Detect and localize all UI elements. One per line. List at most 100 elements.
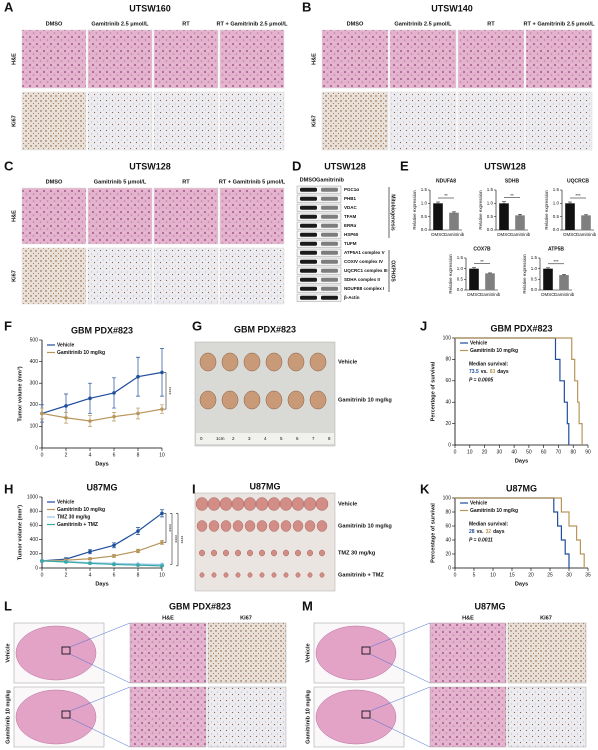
blot-band [300,286,317,291]
y-tick-label: 20 [445,551,451,557]
histology-image [87,187,153,245]
y-tick-label: 0 [35,565,38,571]
y-tick-label: 0.5 [421,214,428,219]
x-tick-label: 8 [137,452,140,458]
tumor [207,497,221,511]
histology-image [21,247,87,305]
row-label: Ki67 [11,270,17,282]
protein-label: ERRα [344,223,357,228]
column-header: DMSO [300,177,317,183]
row-label: Gamitrinib 10 mg/kg [305,690,311,744]
tumor [283,549,290,557]
histology-image [21,91,87,151]
x-tick-label: 2 [65,572,68,578]
panel-title: GBM PDX#823 [169,601,231,611]
panel-title: UTSW128 [324,161,366,171]
data-point [88,561,92,566]
data-point [64,415,68,420]
blot-band [300,268,317,273]
y-tick-label: 0.0 [553,227,560,232]
histology-image [525,91,593,151]
y-tick-label: 600 [30,523,39,529]
column-header: DMSO [347,21,364,27]
panel-title: UTSW128 [484,161,526,171]
x-tick-label: Gamitrinib [576,232,597,237]
data-point [88,549,92,554]
x-tick-label: 6 [113,452,116,458]
histology-image [507,622,587,684]
tumor [267,497,281,511]
data-point [160,564,164,568]
bar [433,203,443,230]
series-line [41,371,163,415]
tumor [243,390,261,410]
y-tick-label: 0.0 [457,287,464,292]
bar [559,275,569,290]
histology-image [153,29,219,89]
x-tick-label: 10 [490,572,496,578]
bar [485,273,495,290]
blot-band [300,214,317,219]
x-tick-label: 10 [159,572,165,578]
tumor [243,497,257,511]
tumor [256,520,268,532]
protein-label: PHB1 [344,196,357,201]
significance: **** [165,524,171,532]
x-tick-label: DMSO [431,232,445,237]
histology-image [219,247,285,305]
panel-title: UTSW140 [431,3,473,13]
error-bar [584,214,588,216]
blot-band [321,295,338,300]
brain [315,625,397,681]
tumor [280,520,292,532]
blot-band [300,223,317,228]
legend-label: Vehicle [470,340,487,346]
blot-strip [296,248,342,257]
x-axis-label: Days [515,581,528,587]
annotation-part: vs. [481,369,489,375]
blot-strip [296,257,342,266]
column-header: DMSO [46,21,63,27]
y-tick-label: 1.5 [457,255,464,260]
series-line [41,560,163,567]
tumor [221,390,239,410]
panel-letter: G [192,318,202,333]
zoom-lines [369,622,431,684]
y-tick-label: 0 [448,565,451,571]
significance: ** [480,259,484,264]
blot-band [321,223,338,228]
y-tick-label: 0 [35,445,38,451]
y-tick-label: 300 [30,381,39,387]
bar [469,268,479,290]
histology-image [389,91,457,151]
y-tick-label: 0.5 [553,214,560,219]
y-tick-label: 1.0 [487,201,494,206]
blot-strip [296,185,342,194]
column-header: RT [182,21,190,27]
column-header: RT + Gamitrinib 2.5 μmol/L [216,21,288,27]
y-tick-label: 400 [30,359,39,365]
tumor [309,390,327,410]
row-label: H&E [11,53,17,65]
x-tick-label: 0 [454,449,457,455]
blot-band [300,295,317,300]
blot-band [300,196,317,201]
ruler-label: 8 [328,436,331,441]
y-tick-label: 100 [30,424,39,430]
annotation: P = 0.0005 [469,377,493,383]
y-tick-label: 0.0 [421,227,428,232]
tumor [279,497,293,511]
y-axis-label: Tumor volume (mm³) [16,366,23,421]
chart-title: GBM PDX#823 [490,323,552,333]
y-tick-label: 80 [445,357,451,363]
chart-title: UQCRCB [567,178,589,184]
blot-strip [296,221,342,230]
panel-letter: C [4,158,14,173]
row-label: H&E [11,210,17,222]
bar [543,268,553,290]
y-tick-label: 60 [445,523,451,529]
column-header: H&E [462,615,474,621]
histology-image [129,622,207,684]
blot-band [300,205,317,210]
data-point [160,511,164,516]
